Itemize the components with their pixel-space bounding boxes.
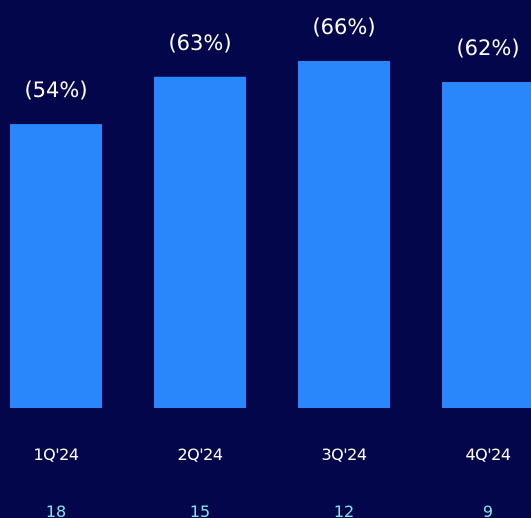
sub-value-label-3: 12 bbox=[334, 502, 354, 518]
bar-4 bbox=[442, 82, 531, 408]
bar-value-label-1: (54%) bbox=[24, 78, 87, 102]
x-tick-label-2: 2Q'24 bbox=[177, 445, 222, 464]
x-tick-label-3: 3Q'24 bbox=[321, 445, 366, 464]
x-tick-label-4: 4Q'24 bbox=[465, 445, 510, 464]
x-tick-label-1: 1Q'24 bbox=[33, 445, 78, 464]
bar-value-label-4: (62%) bbox=[456, 36, 519, 60]
sub-value-label-2: 15 bbox=[190, 502, 210, 518]
bar-1 bbox=[10, 124, 102, 408]
sub-value-label-1: 18 bbox=[46, 502, 66, 518]
sub-value-labels-group: 18 15 12 9 bbox=[46, 502, 493, 518]
data-labels-group: (54%) (63%) (66%) (62%) bbox=[24, 15, 519, 102]
bar-2 bbox=[154, 76, 246, 408]
sub-value-label-4: 9 bbox=[483, 502, 493, 518]
x-tick-labels-group: 1Q'24 2Q'24 3Q'24 4Q'24 bbox=[33, 445, 511, 464]
bar-value-label-3: (66%) bbox=[312, 15, 375, 39]
bar-value-label-2: (63%) bbox=[168, 31, 231, 55]
bar-3 bbox=[298, 61, 390, 408]
bars-group bbox=[10, 61, 531, 408]
